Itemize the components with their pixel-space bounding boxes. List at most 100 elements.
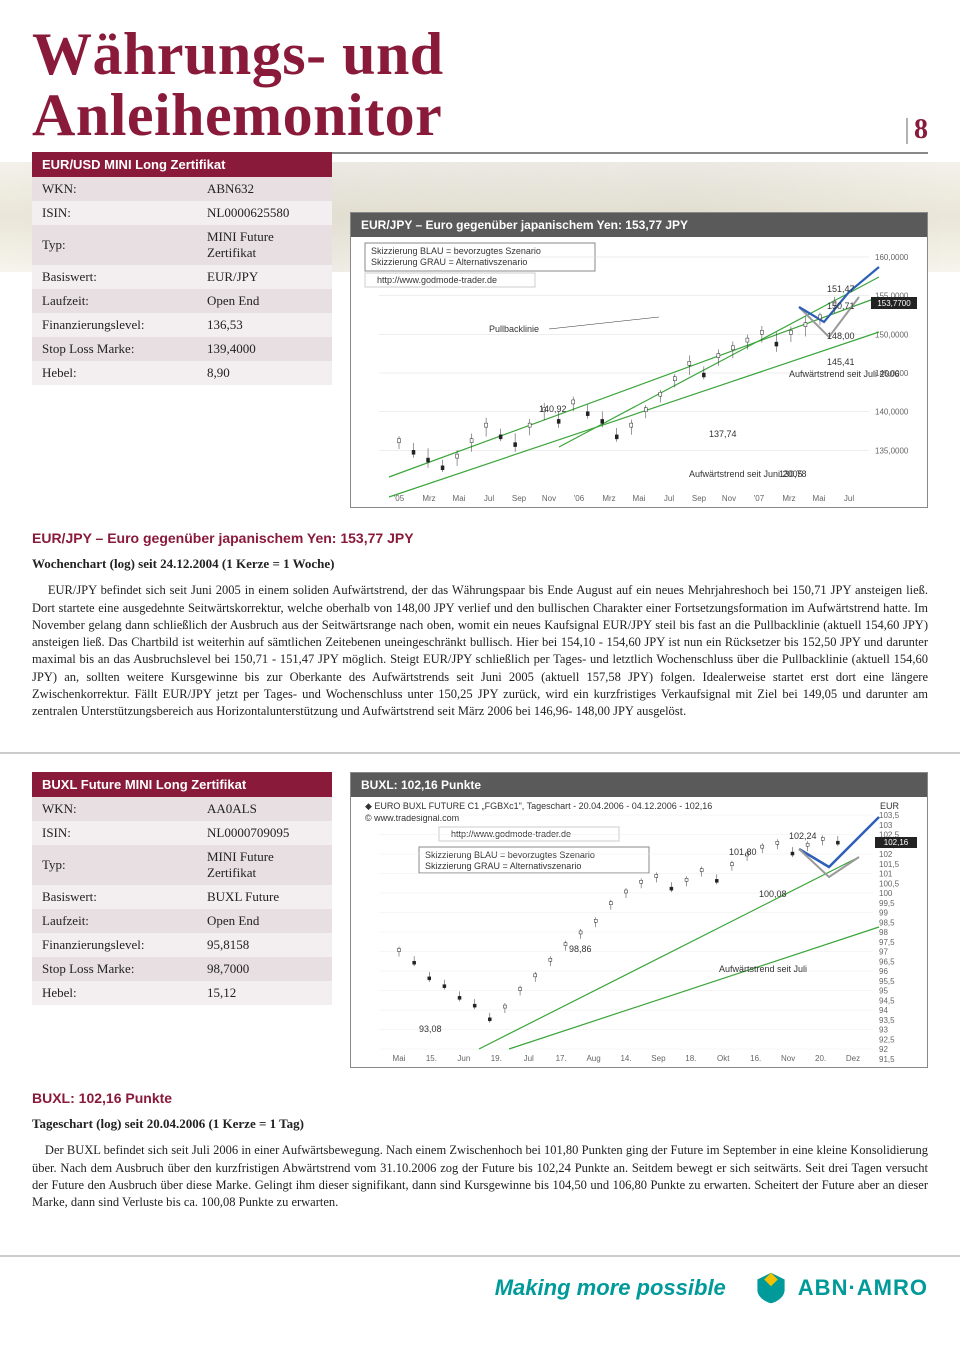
svg-text:Skizzierung BLAU = bevorzugtes: Skizzierung BLAU = bevorzugtes Szenario bbox=[425, 850, 595, 860]
svg-text:15.: 15. bbox=[426, 1054, 437, 1063]
svg-text:Skizzierung BLAU = bevorzugtes: Skizzierung BLAU = bevorzugtes Szenario bbox=[371, 246, 541, 256]
svg-text:Skizzierung GRAU = Alternativs: Skizzierung GRAU = Alternativszenario bbox=[425, 861, 581, 871]
svg-text:◆ EURO BUXL FUTURE C1 „FGBXc1": ◆ EURO BUXL FUTURE C1 „FGBXc1", Tagescha… bbox=[365, 801, 712, 811]
svg-text:130,78: 130,78 bbox=[779, 469, 807, 479]
certificate-1-header: EUR/USD MINI Long Zertifikat bbox=[32, 152, 332, 177]
brand-name: ABN·AMRO bbox=[798, 1275, 928, 1301]
svg-text:93,08: 93,08 bbox=[419, 1024, 442, 1034]
chart-2-body: ◆ EURO BUXL FUTURE C1 „FGBXc1", Tagescha… bbox=[351, 797, 927, 1067]
svg-text:Sep: Sep bbox=[651, 1054, 666, 1063]
table-row: ISIN:NL0000625580 bbox=[32, 201, 332, 225]
svg-text:135,0000: 135,0000 bbox=[875, 447, 909, 456]
article-1-subheading: Wochenchart (log) seit 24.12.2004 (1 Ker… bbox=[32, 556, 928, 572]
svg-text:Mai: Mai bbox=[813, 494, 826, 503]
svg-text:Nov: Nov bbox=[542, 494, 556, 503]
svg-text:102,16: 102,16 bbox=[884, 838, 909, 847]
article-1-heading: EUR/JPY – Euro gegenüber japanischem Yen… bbox=[32, 530, 928, 546]
svg-text:http://www.godmode-trader.de: http://www.godmode-trader.de bbox=[451, 829, 571, 839]
svg-text:93,5: 93,5 bbox=[879, 1016, 895, 1025]
svg-text:148,00: 148,00 bbox=[827, 331, 855, 341]
svg-text:160,0000: 160,0000 bbox=[875, 253, 909, 262]
svg-text:© www.tradesignal.com: © www.tradesignal.com bbox=[365, 813, 459, 823]
svg-text:Aufwärtstrend seit Juli 2006: Aufwärtstrend seit Juli 2006 bbox=[789, 369, 900, 379]
chart-2-header: BUXL: 102,16 Punkte bbox=[351, 773, 927, 797]
svg-text:Jul: Jul bbox=[844, 494, 854, 503]
table-row: Stop Loss Marke:139,4000 bbox=[32, 337, 332, 361]
chart-2-svg: ◆ EURO BUXL FUTURE C1 „FGBXc1", Tagescha… bbox=[351, 797, 927, 1067]
article-2-subheading: Tageschart (log) seit 20.04.2006 (1 Kerz… bbox=[32, 1116, 928, 1132]
svg-text:Nov: Nov bbox=[781, 1054, 795, 1063]
svg-text:Mrz: Mrz bbox=[602, 494, 615, 503]
svg-text:Mrz: Mrz bbox=[782, 494, 795, 503]
svg-text:97: 97 bbox=[879, 948, 888, 957]
table-row: ISIN:NL0000709095 bbox=[32, 821, 332, 845]
page-number: |8 bbox=[904, 114, 928, 146]
svg-text:18.: 18. bbox=[685, 1054, 696, 1063]
svg-text:100,5: 100,5 bbox=[879, 880, 900, 889]
svg-text:Jun: Jun bbox=[457, 1054, 470, 1063]
svg-text:99: 99 bbox=[879, 909, 888, 918]
svg-text:98,5: 98,5 bbox=[879, 919, 895, 928]
article-1-body: EUR/JPY befindet sich seit Juni 2005 in … bbox=[32, 582, 928, 720]
svg-text:103,5: 103,5 bbox=[879, 811, 900, 820]
section-eurjpy: EUR/USD MINI Long Zertifikat WKN:ABN632I… bbox=[32, 212, 928, 744]
svg-text:19.: 19. bbox=[491, 1054, 502, 1063]
svg-text:Okt: Okt bbox=[717, 1054, 730, 1063]
table-row: Basiswert:BUXL Future bbox=[32, 885, 332, 909]
chart-1-svg: Skizzierung BLAU = bevorzugtes Szenario … bbox=[351, 237, 927, 507]
svg-text:98: 98 bbox=[879, 928, 888, 937]
svg-text:92,5: 92,5 bbox=[879, 1036, 895, 1045]
svg-text:92: 92 bbox=[879, 1045, 888, 1054]
svg-text:96,5: 96,5 bbox=[879, 958, 895, 967]
svg-text:Jul: Jul bbox=[484, 494, 494, 503]
svg-text:99,5: 99,5 bbox=[879, 899, 895, 908]
svg-text:Mai: Mai bbox=[633, 494, 646, 503]
svg-text:Nov: Nov bbox=[722, 494, 736, 503]
svg-text:102: 102 bbox=[879, 850, 893, 859]
svg-text:100,08: 100,08 bbox=[759, 889, 787, 899]
svg-text:Sep: Sep bbox=[512, 494, 527, 503]
svg-text:140,0000: 140,0000 bbox=[875, 408, 909, 417]
table-row: Hebel:8,90 bbox=[32, 361, 332, 385]
table-row: Stop Loss Marke:98,7000 bbox=[32, 957, 332, 981]
chart-2: BUXL: 102,16 Punkte ◆ EURO BUXL FUTURE C… bbox=[350, 772, 928, 1068]
svg-text:Mai: Mai bbox=[393, 1054, 406, 1063]
section-buxl: BUXL Future MINI Long Zertifikat WKN:AA0… bbox=[32, 772, 928, 1235]
svg-text:150,71: 150,71 bbox=[827, 301, 855, 311]
svg-text:Dez: Dez bbox=[846, 1054, 860, 1063]
svg-text:17.: 17. bbox=[556, 1054, 567, 1063]
chart-1: EUR/JPY – Euro gegenüber japanischem Yen… bbox=[350, 212, 928, 508]
svg-text:94: 94 bbox=[879, 1006, 888, 1015]
certificate-2-header: BUXL Future MINI Long Zertifikat bbox=[32, 772, 332, 797]
svg-text:153,7700: 153,7700 bbox=[877, 299, 911, 308]
svg-text:102,24: 102,24 bbox=[789, 831, 817, 841]
svg-text:'07: '07 bbox=[754, 494, 765, 503]
svg-text:14.: 14. bbox=[620, 1054, 631, 1063]
svg-text:'05: '05 bbox=[394, 494, 405, 503]
svg-text:Mrz: Mrz bbox=[422, 494, 435, 503]
table-row: Finanzierungslevel:136,53 bbox=[32, 313, 332, 337]
svg-text:101,80: 101,80 bbox=[729, 847, 757, 857]
svg-text:95,5: 95,5 bbox=[879, 977, 895, 986]
svg-text:Jul: Jul bbox=[524, 1054, 534, 1063]
svg-text:103: 103 bbox=[879, 821, 893, 830]
svg-text:Mai: Mai bbox=[453, 494, 466, 503]
svg-text:http://www.godmode-trader.de: http://www.godmode-trader.de bbox=[377, 275, 497, 285]
svg-text:Sep: Sep bbox=[692, 494, 707, 503]
svg-text:94,5: 94,5 bbox=[879, 997, 895, 1006]
svg-text:Pullbacklinie: Pullbacklinie bbox=[489, 324, 539, 334]
svg-text:101: 101 bbox=[879, 870, 893, 879]
table-row: Laufzeit:Open End bbox=[32, 909, 332, 933]
svg-text:101,5: 101,5 bbox=[879, 860, 900, 869]
table-row: WKN:ABN632 bbox=[32, 177, 332, 201]
svg-text:'06: '06 bbox=[574, 494, 585, 503]
table-row: Laufzeit:Open End bbox=[32, 289, 332, 313]
title-line-2: Anleihemonitor bbox=[32, 82, 442, 148]
svg-text:151,47: 151,47 bbox=[827, 284, 855, 294]
svg-text:Aufwärtstrend seit Juli: Aufwärtstrend seit Juli bbox=[719, 964, 807, 974]
svg-text:16.: 16. bbox=[750, 1054, 761, 1063]
svg-text:97,5: 97,5 bbox=[879, 938, 895, 947]
article-2-body: Der BUXL befindet sich seit Juli 2006 in… bbox=[32, 1142, 928, 1211]
certificate-box-2: BUXL Future MINI Long Zertifikat WKN:AA0… bbox=[32, 772, 332, 1005]
footer-slogan: Making more possible bbox=[495, 1275, 726, 1301]
